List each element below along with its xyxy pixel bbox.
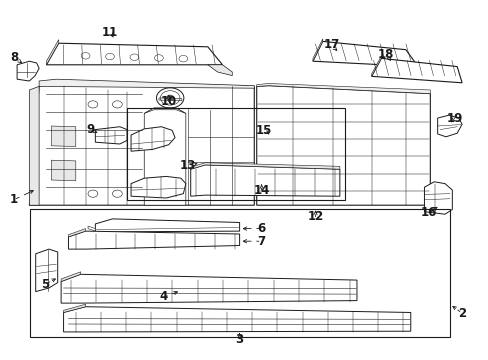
Polygon shape — [68, 229, 85, 237]
Polygon shape — [17, 61, 39, 81]
Text: 7: 7 — [257, 235, 265, 248]
Text: 2: 2 — [457, 307, 465, 320]
Polygon shape — [159, 98, 182, 101]
Polygon shape — [371, 58, 461, 83]
Polygon shape — [29, 86, 39, 205]
Text: 9: 9 — [86, 123, 94, 136]
Polygon shape — [46, 40, 59, 65]
Polygon shape — [36, 249, 58, 292]
Text: 6: 6 — [257, 222, 265, 235]
Polygon shape — [95, 219, 239, 233]
Circle shape — [166, 95, 174, 101]
Polygon shape — [131, 127, 175, 151]
Text: 5: 5 — [41, 278, 49, 291]
Polygon shape — [437, 115, 461, 137]
Text: 15: 15 — [255, 124, 272, 137]
Polygon shape — [256, 86, 429, 205]
Polygon shape — [371, 56, 381, 76]
Polygon shape — [39, 79, 254, 88]
Polygon shape — [61, 274, 356, 303]
Polygon shape — [63, 304, 85, 312]
Text: 10: 10 — [160, 95, 177, 108]
Text: 8: 8 — [11, 51, 19, 64]
Polygon shape — [63, 307, 410, 332]
Bar — [30, 209, 449, 337]
Polygon shape — [312, 41, 417, 67]
Polygon shape — [46, 43, 222, 65]
Polygon shape — [256, 84, 429, 94]
Polygon shape — [88, 226, 95, 231]
Text: 14: 14 — [253, 184, 269, 197]
Text: 4: 4 — [160, 291, 167, 303]
Polygon shape — [95, 127, 127, 144]
Text: 16: 16 — [420, 206, 437, 219]
Text: 1: 1 — [10, 193, 18, 206]
Polygon shape — [424, 182, 451, 214]
Bar — [127, 108, 344, 200]
Polygon shape — [131, 176, 185, 198]
Polygon shape — [207, 65, 232, 76]
Text: 13: 13 — [180, 159, 196, 172]
Text: 18: 18 — [377, 48, 394, 61]
Polygon shape — [68, 231, 239, 249]
Text: 11: 11 — [102, 26, 118, 39]
Polygon shape — [51, 160, 76, 181]
Text: 3: 3 — [235, 333, 243, 346]
Polygon shape — [190, 163, 339, 169]
Polygon shape — [312, 39, 322, 61]
Polygon shape — [29, 81, 254, 205]
Text: 19: 19 — [446, 112, 462, 125]
Polygon shape — [51, 126, 76, 147]
Text: 17: 17 — [323, 39, 339, 51]
Polygon shape — [190, 165, 339, 196]
Polygon shape — [144, 108, 185, 113]
Polygon shape — [61, 272, 81, 282]
Text: 12: 12 — [306, 210, 323, 223]
Polygon shape — [144, 108, 185, 205]
